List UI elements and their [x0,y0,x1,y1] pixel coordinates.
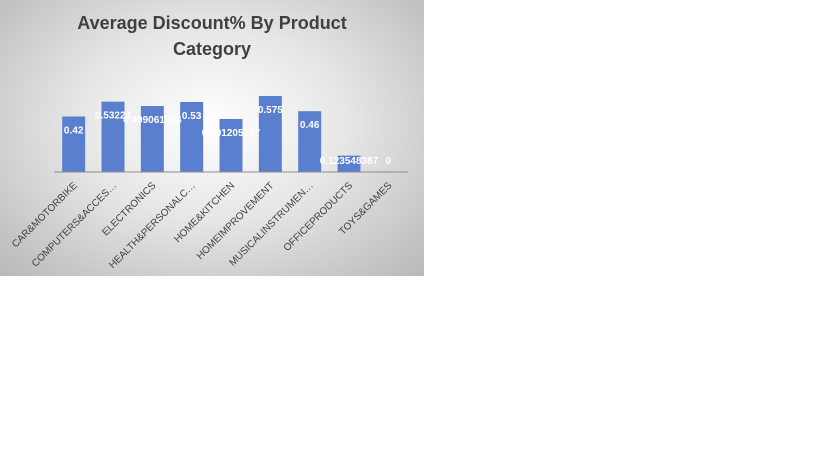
data-label: 0.499061224 [123,115,182,126]
data-label: 0.123548387 [320,156,379,167]
data-label: 0.401205357 [202,128,261,139]
data-label: 0.575 [258,105,283,116]
x-tick-label: HOMEIMPROVEMENT [195,180,277,262]
bar [258,96,282,172]
chart-title: Average Discount% By Product Category [77,13,347,59]
bar [140,106,164,172]
bar [101,101,125,172]
bar [337,155,361,172]
chart: 0.42CAR&MOTORBIKE0.53224COMPUTERS&ACCES…… [10,96,408,271]
x-tick-label: OFFICEPRODUCTS [282,180,356,254]
data-label: 0.53224 [95,111,132,122]
x-tick-label: CAR&MOTORBIKE [10,180,80,250]
bar [219,118,243,172]
data-label: 0.53 [182,111,202,122]
data-label: 0 [386,156,392,167]
chart-area: Average Discount% By Product Category 0.… [0,0,424,276]
data-label: 0.42 [64,125,84,136]
bar [298,111,322,172]
data-label: 0.46 [300,120,320,131]
bar [180,101,204,172]
bar [62,116,86,172]
